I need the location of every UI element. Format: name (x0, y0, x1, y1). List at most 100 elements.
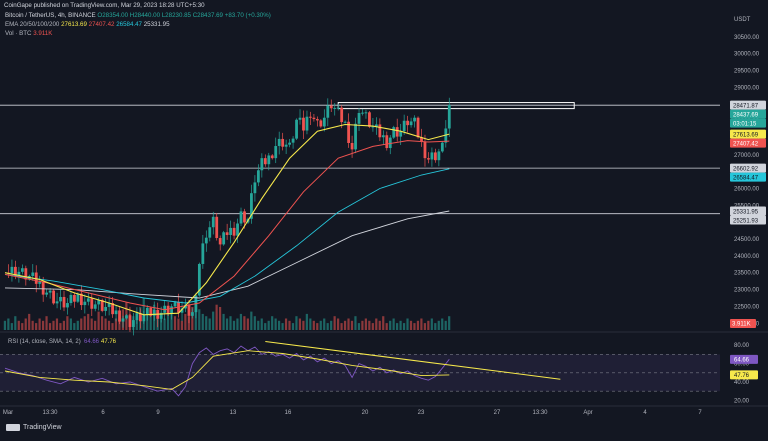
volume-bar (361, 320, 364, 330)
volume-bar (253, 316, 256, 330)
tradingview-icon (6, 424, 20, 431)
candle-body (201, 243, 205, 264)
volume-bar (291, 323, 295, 330)
candle-body (93, 304, 97, 309)
candle-body (76, 293, 80, 302)
candle-body (340, 107, 344, 123)
volume-bar (357, 323, 361, 330)
candle-body (402, 120, 406, 132)
candle-body (41, 281, 45, 295)
candle-body (347, 121, 351, 143)
candle-body (138, 313, 142, 322)
ohlc-values: O28354.00 H28440.00 L28230.85 C28437.69 … (97, 12, 271, 19)
candle-body (114, 310, 118, 315)
rsi-tag-text: 64.66 (734, 358, 750, 364)
volume-bar (371, 323, 374, 330)
volume-bar (350, 320, 354, 330)
volume-bar (441, 318, 444, 330)
tradingview-logo[interactable]: TradingView (6, 424, 62, 431)
volume-bar (274, 318, 277, 330)
price-tag-bg (730, 138, 766, 148)
price-axis-tag: 26602.92 (730, 163, 766, 173)
brand-label: TradingView (23, 424, 62, 431)
candle-body (90, 298, 94, 309)
candle-body (288, 142, 292, 145)
volume-bar (343, 320, 347, 330)
rsi-axis-tag: 64.66 (730, 354, 758, 364)
candle-body (132, 320, 135, 327)
price-tick-label: 22500.00 (734, 304, 760, 310)
candle-body (236, 223, 239, 236)
candle-body (31, 272, 35, 276)
candle-body (305, 116, 309, 131)
price-tag-text: 26602.92 (733, 166, 759, 172)
price-axis-tag: 03:01:15 (730, 118, 766, 128)
candle-body (73, 294, 76, 302)
price-tick-label: 30000.00 (734, 52, 760, 58)
candle-body (20, 268, 24, 272)
candle-body (24, 268, 28, 280)
candle-body (45, 292, 49, 295)
volume-bar (205, 316, 208, 330)
ema200-line (4, 210, 450, 299)
volume-bar (402, 323, 406, 330)
candle-body (322, 117, 326, 127)
candle-body (197, 263, 201, 296)
candle-body (187, 304, 191, 316)
ema-legend[interactable]: EMA 20/50/100/200 27613.69 27407.42 2658… (5, 21, 170, 28)
candle-body (302, 117, 305, 131)
time-tick-label: 13:30 (42, 410, 58, 416)
candle-body (295, 119, 298, 139)
candle-body (239, 211, 243, 224)
candle-body (277, 138, 281, 147)
price-tag-bg (730, 163, 766, 173)
candle-body (149, 307, 153, 316)
symbol-title[interactable]: Bitcoin / TetherUS, 4h, BINANCE (5, 12, 96, 19)
currency-label: USDT (734, 17, 751, 23)
candle-body (100, 300, 104, 311)
volume-tag-text: 3.911K (732, 322, 751, 328)
published-caption: CoinGape published on TradingView.com, M… (4, 2, 205, 9)
candle-body (427, 158, 430, 160)
candle-body (152, 309, 156, 316)
volume-legend[interactable]: Vol · BTC 3.911K (5, 30, 52, 37)
volume-bar (378, 320, 381, 330)
volume-bar (396, 323, 399, 330)
candle-body (38, 281, 42, 284)
price-tag-text: 27613.69 (733, 132, 759, 138)
price-tag-text: 25251.93 (733, 218, 759, 224)
ema50-value: 27407.42 (88, 21, 115, 28)
volume-bar (309, 318, 312, 330)
candle-body (184, 304, 187, 309)
volume-bar (159, 316, 163, 330)
volume-bar (225, 318, 229, 330)
volume-bar (45, 316, 48, 330)
price-axis-tag: 28437.69 (730, 109, 766, 119)
candle-body (399, 131, 403, 137)
volume-bar (3, 320, 6, 330)
rsi-tick-label: 80.00 (734, 343, 750, 349)
volume-bar (180, 320, 184, 330)
volume-bar (326, 323, 329, 330)
candle-series (7, 97, 451, 336)
volume-bar (170, 309, 173, 330)
volume-bar (198, 309, 201, 330)
candle-body (128, 315, 132, 327)
price-axis-tag: 26584.47 (730, 172, 766, 182)
volume-bar (80, 318, 83, 330)
candle-body (104, 306, 108, 311)
price-tick-label: 26000.00 (734, 186, 760, 192)
volume-bar (250, 311, 253, 330)
candle-body (59, 296, 62, 302)
volume-bar (337, 318, 340, 330)
volume-bar (17, 320, 20, 330)
price-tick-label: 29000.00 (734, 85, 760, 91)
ema200-value: 25331.95 (143, 21, 170, 28)
volume-bar (347, 318, 350, 330)
volume-bar (413, 323, 416, 330)
volume-bar (222, 313, 225, 330)
volume-bar (55, 318, 59, 330)
volume-bar (177, 318, 180, 330)
ema100-line (4, 168, 450, 304)
